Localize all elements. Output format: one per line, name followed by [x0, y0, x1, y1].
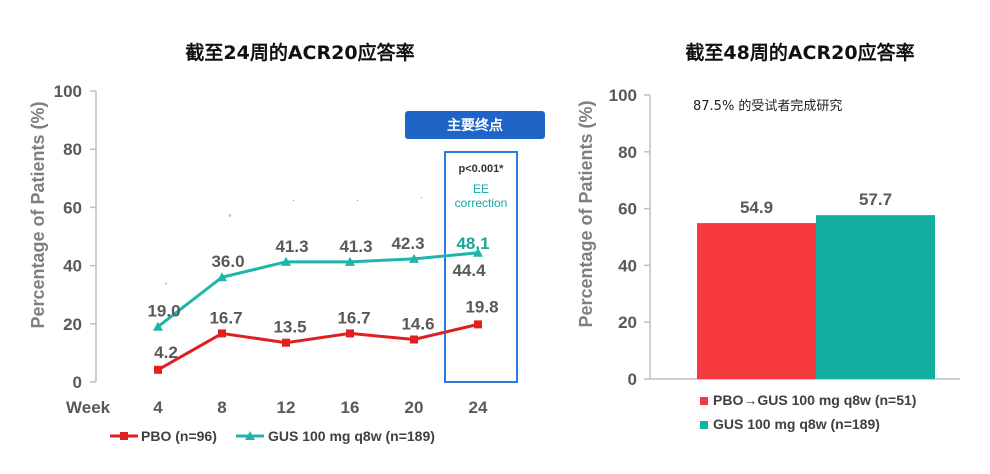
significance-mark: ˚ — [229, 214, 232, 224]
left-x-ticks: 4 8 12 16 20 24 — [153, 398, 488, 417]
pbo-point — [154, 365, 162, 374]
gus-point — [281, 256, 291, 266]
gus-value-label: 36.0 — [211, 252, 244, 271]
right-y-tick-label: 60 — [618, 200, 637, 219]
completion-note: 87.5% 的受试者完成研究 — [693, 98, 842, 114]
left-series — [153, 247, 483, 374]
right-legend: PBO→GUS 100 mg q8w (n=51) GUS 100 mg q8w … — [700, 392, 916, 432]
gus-point — [153, 321, 163, 331]
pbo-value-label: 16.7 — [209, 308, 242, 327]
ee-correction-label: correction — [455, 196, 508, 210]
left-y-ticks: 0 20 40 60 80 100 — [54, 82, 96, 392]
gus-value-label: 42.3 — [391, 234, 424, 253]
right-y-tick-label: 0 — [628, 370, 637, 389]
legend-gus-label: GUS 100 mg q8w (n=189) — [268, 428, 435, 444]
left-y-tick-label: 0 — [73, 373, 82, 392]
bar-value-label: 57.7 — [859, 190, 892, 209]
left-x-tick-label: 20 — [405, 398, 424, 417]
right-y-tick-label: 40 — [618, 256, 637, 275]
left-x-tick-label: 12 — [277, 398, 296, 417]
gus-point — [473, 247, 483, 257]
pbo-point — [282, 338, 290, 347]
gus-value-label: 41.3 — [339, 237, 372, 256]
primary-endpoint-badge-label: 主要终点 — [447, 117, 503, 134]
left-y-axis-title: Percentage of Patients (%) — [28, 101, 48, 328]
right-y-tick-label: 80 — [618, 143, 637, 162]
ee-label: EE — [473, 182, 489, 196]
left-data-labels: 4.2 16.7 13.5 16.7 14.6 19.8 19.0 36.0 41.3 41.3 4… — [147, 234, 498, 362]
left-chart: 截至24周的ACR20应答率 Percentage of Patients (%… — [28, 41, 545, 444]
left-y-tick-label: 40 — [63, 257, 82, 276]
pbo-value-label: 16.7 — [337, 308, 370, 327]
ee-corrected-value: 48.1 — [456, 234, 489, 253]
legend-label: PBO→GUS 100 mg q8w (n=51) — [713, 392, 916, 408]
left-legend: PBO (n=96) GUS 100 mg q8w (n=189) — [110, 428, 435, 444]
left-y-tick-label: 80 — [63, 140, 82, 159]
significance-mark: ˙ — [293, 199, 296, 209]
series-line-pbo — [157, 322, 479, 372]
right-chart-title: 截至48周的ACR20应答率 — [685, 41, 914, 64]
legend-marker — [700, 397, 708, 405]
gus-value-label: 44.4 — [452, 261, 486, 280]
legend-marker — [700, 421, 708, 429]
significance-mark: ˙ — [357, 199, 360, 209]
pbo-value-label: 4.2 — [154, 343, 178, 362]
gus-value-label: 41.3 — [275, 237, 308, 256]
pbo-point — [410, 335, 418, 344]
gus-point — [409, 253, 419, 263]
right-chart: 截至48周的ACR20应答率 Percentage of Patients (%… — [576, 41, 960, 432]
legend-gus-marker — [245, 431, 255, 440]
bar-pbo-gus — [697, 223, 816, 379]
left-x-tick-label: 16 — [341, 398, 360, 417]
gus-value-label: 19.0 — [147, 302, 180, 321]
pbo-value-label: 13.5 — [273, 318, 306, 337]
left-x-tick-label: 24 — [469, 398, 488, 417]
primary-endpoint-box — [444, 151, 518, 383]
right-y-tick-label: 100 — [609, 86, 637, 105]
pbo-point — [346, 329, 354, 338]
series-line-gus — [157, 251, 479, 328]
gus-point — [217, 272, 227, 282]
pbo-value-label: 19.8 — [465, 297, 498, 316]
pbo-value-label: 14.6 — [401, 315, 434, 334]
p-value-label: p<0.001* — [459, 163, 505, 175]
legend-label: GUS 100 mg q8w (n=189) — [713, 416, 880, 432]
left-x-tick-label: 8 — [217, 398, 226, 417]
significance-mark: ˙ — [421, 196, 424, 206]
left-y-tick-label: 20 — [63, 315, 82, 334]
right-bars: 54.9 57.7 — [697, 190, 935, 379]
left-y-tick-label: 100 — [54, 82, 82, 101]
pbo-point — [218, 329, 226, 338]
left-y-tick-label: 60 — [63, 198, 82, 217]
legend-pbo-label: PBO (n=96) — [141, 428, 217, 444]
right-y-tick-label: 20 — [618, 313, 637, 332]
left-significance-marks: , ˚ ˙ ˙ ˙ — [165, 196, 424, 286]
legend-pbo-marker — [120, 432, 128, 440]
bar-value-label: 54.9 — [740, 198, 773, 217]
gus-point — [345, 256, 355, 266]
left-x-tick-label: 4 — [153, 398, 163, 417]
significance-mark: , — [165, 276, 168, 286]
bar-gus — [816, 215, 935, 379]
pbo-point — [474, 320, 482, 329]
left-x-axis-title: Week — [66, 398, 111, 417]
left-chart-title: 截至24周的ACR20应答率 — [185, 41, 414, 64]
right-y-axis-title: Percentage of Patients (%) — [576, 100, 596, 327]
primary-endpoint-badge — [405, 111, 545, 139]
right-y-ticks: 0 20 40 60 80 100 — [609, 86, 650, 389]
